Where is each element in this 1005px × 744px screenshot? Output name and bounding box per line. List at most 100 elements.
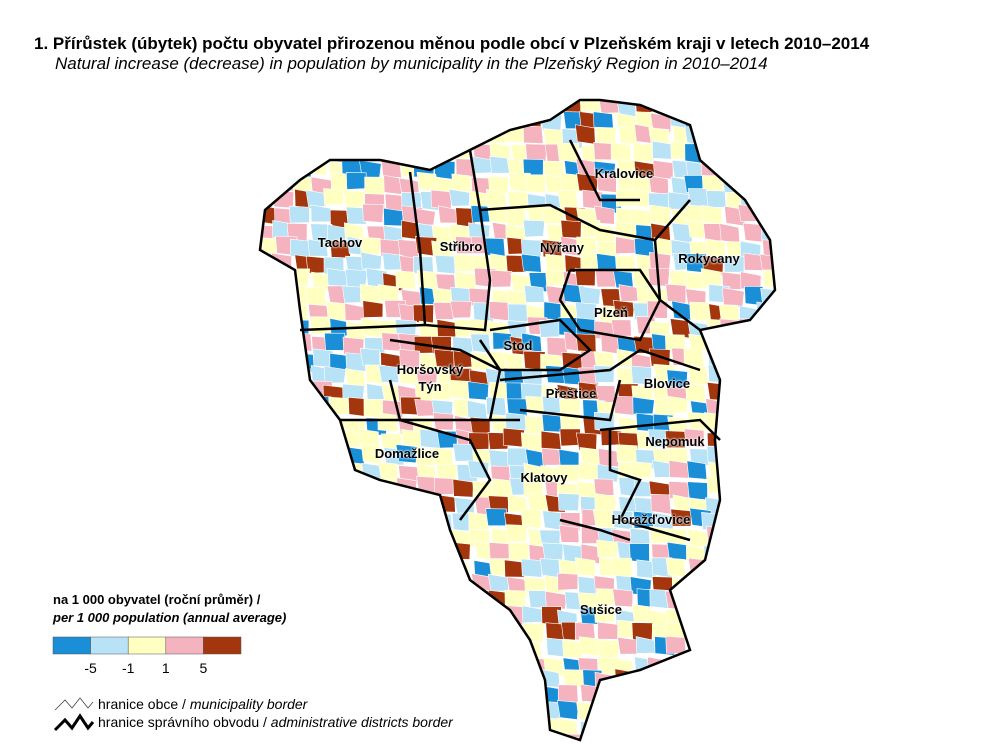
municipality [649,588,671,609]
municipality [704,111,726,130]
municipality [521,686,544,706]
municipality [741,607,764,627]
district-label: Domažlice [374,446,440,461]
municipality [721,271,743,290]
municipality [741,540,763,559]
municipality [507,303,529,323]
municipality [417,544,440,564]
municipality [419,576,440,595]
municipality [260,668,276,686]
municipality [618,284,640,302]
municipality [596,463,620,483]
municipality [685,575,707,596]
municipality [453,443,474,462]
municipality [485,639,509,659]
municipality [308,511,330,532]
municipality [739,652,762,671]
municipality [260,480,277,499]
municipality [310,204,332,223]
municipality [359,109,382,129]
municipality [377,607,400,629]
municipality [383,734,406,740]
municipality [684,604,706,623]
municipality [398,111,421,131]
municipality [562,639,583,658]
municipality [329,478,351,497]
municipality [377,573,399,593]
municipality [525,100,548,113]
municipality [436,638,457,656]
municipality [260,100,279,113]
municipality [454,688,478,708]
municipality [774,557,775,577]
municipality [260,495,277,514]
municipality [666,541,688,561]
municipality [294,652,316,670]
municipality [556,700,579,720]
legend: -5 -1 1 5 [52,636,242,676]
municipality [345,368,366,387]
municipality [400,529,422,547]
municipality [343,190,365,208]
municipality [490,110,511,130]
municipality [260,316,275,335]
municipality [305,155,328,176]
municipality [593,478,615,497]
municipality [305,100,329,114]
municipality [781,92,802,111]
municipality [346,572,368,590]
municipality [633,143,654,162]
municipality [690,717,711,735]
municipality [720,141,741,160]
municipality [665,283,687,304]
municipality [436,100,457,115]
municipality [755,652,775,671]
municipality [779,193,799,210]
municipality [664,430,686,448]
municipality [396,140,418,158]
municipality [380,636,403,654]
municipality [629,527,651,546]
municipality [396,495,418,514]
municipality [328,604,349,625]
municipality [580,100,601,113]
municipality [719,528,741,547]
municipality-border-icon [54,697,94,711]
municipality [775,448,795,466]
legend-title-en: per 1 000 population (annual average) [53,610,287,625]
municipality [312,543,334,561]
municipality [260,512,274,533]
municipality [433,589,457,610]
municipality [759,112,775,133]
municipality [268,335,291,356]
municipality [756,732,775,740]
municipality [260,655,277,676]
municipality [725,481,748,502]
municipality [612,686,634,708]
municipality [379,657,401,678]
municipality [666,669,689,688]
municipality [453,639,475,659]
municipality [545,253,566,272]
municipality [778,721,799,740]
municipality [706,100,728,116]
municipality [524,174,546,193]
municipality [685,668,707,689]
municipality [325,575,347,595]
municipality [740,177,762,195]
municipality [488,301,510,322]
municipality [761,381,775,401]
municipality [776,577,797,595]
municipality [689,301,712,322]
municipality [686,653,709,675]
municipality [574,124,596,145]
municipality [701,204,722,225]
municipality [520,432,544,452]
municipality [706,143,728,165]
municipality [400,576,422,595]
municipality [286,129,308,148]
municipality [325,672,347,694]
municipality [434,672,457,693]
municipality [594,493,617,511]
municipality [434,254,456,275]
